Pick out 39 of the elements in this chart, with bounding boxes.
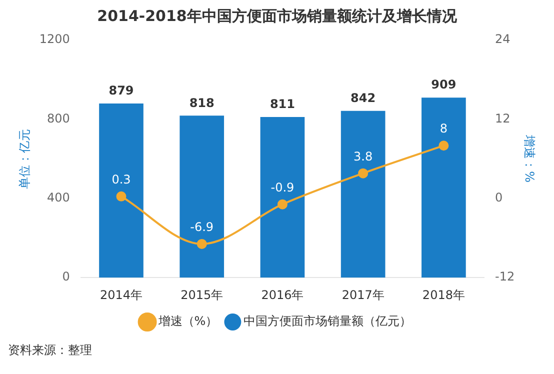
data-label: -0.9 [270, 180, 294, 194]
data-label: 909 [431, 78, 456, 92]
point [277, 199, 288, 210]
y-tick-label: 400 [47, 190, 70, 205]
data-label: 811 [270, 97, 295, 112]
bar [180, 116, 224, 278]
point [196, 238, 207, 249]
text: 资料来源：整理 [8, 342, 93, 359]
bar [340, 110, 386, 278]
y2-tick-label: 24 [495, 32, 510, 46]
point [438, 140, 449, 151]
data-label: -6.9 [190, 220, 214, 234]
y2-axis-title: 增速：% [522, 134, 537, 183]
y2-tick-label: 12 [495, 111, 510, 126]
y-axis-title: 单位：亿元 [17, 128, 32, 189]
data-label: 3.8 [354, 149, 373, 164]
chart-title: 2014-2018年中国方便面市场销量额统计及增长情况 [97, 6, 458, 25]
data-label: 842 [350, 91, 376, 106]
bar [99, 104, 144, 278]
y2-tick-label: -12 [495, 270, 515, 284]
data-label: 879 [108, 84, 134, 98]
bar [260, 117, 305, 278]
point [358, 168, 368, 178]
y2-tick-label: 0 [495, 190, 503, 205]
x-tick-label: 2017年 [342, 288, 384, 302]
data-label: 818 [189, 96, 214, 110]
x-tick-label: 2014年 [100, 288, 143, 302]
x-tick-label: 2015年 [180, 288, 224, 302]
data-label: 0.3 [112, 172, 131, 187]
point [116, 191, 126, 202]
data-label: 8 [440, 122, 448, 136]
y-tick-label: 800 [47, 111, 70, 126]
y-tick-label: 1200 [39, 32, 70, 46]
x-tick-label: 2018年 [422, 288, 465, 302]
bar [422, 98, 466, 278]
legend-label: 增速（%） [157, 314, 218, 328]
y-tick-label: 0 [62, 270, 70, 284]
legend-label: 中国方便面市场销量额（亿元） [244, 314, 412, 328]
x-tick-label: 2016年 [261, 288, 304, 302]
